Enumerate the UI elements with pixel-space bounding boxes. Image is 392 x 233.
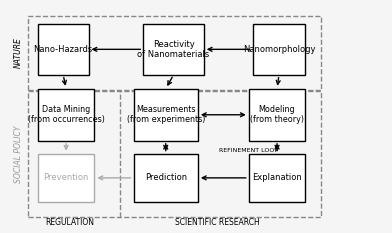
Bar [249, 154, 305, 202]
Bar [28, 16, 321, 90]
Text: SCIENTIFIC RESEARCH: SCIENTIFIC RESEARCH [175, 218, 260, 227]
Bar [134, 154, 198, 202]
Bar [38, 154, 94, 202]
Text: Measurements
(from experiments): Measurements (from experiments) [127, 105, 205, 124]
Text: NATURE: NATURE [14, 37, 23, 68]
Text: Data Mining
(from occurrences): Data Mining (from occurrences) [28, 105, 105, 124]
Bar [134, 89, 198, 141]
Bar [38, 89, 94, 141]
Text: REGULATION: REGULATION [46, 218, 95, 227]
Bar [249, 89, 305, 141]
Bar [252, 24, 305, 75]
Text: Prevention: Prevention [44, 173, 89, 182]
Text: Explanation: Explanation [252, 173, 302, 182]
Text: Nanomorphology: Nanomorphology [243, 45, 315, 54]
Text: Prediction: Prediction [145, 173, 187, 182]
Bar [143, 24, 204, 75]
Bar [38, 24, 89, 75]
Bar [28, 91, 321, 217]
Text: Nano-Hazards: Nano-Hazards [34, 45, 93, 54]
Text: Reactivity
of Nanomaterials: Reactivity of Nanomaterials [138, 40, 210, 59]
Text: REFINEMENT LOOP: REFINEMENT LOOP [219, 147, 278, 153]
Text: SOCIAL POLICY: SOCIAL POLICY [14, 125, 23, 183]
Text: Modeling
(from theory): Modeling (from theory) [250, 105, 304, 124]
